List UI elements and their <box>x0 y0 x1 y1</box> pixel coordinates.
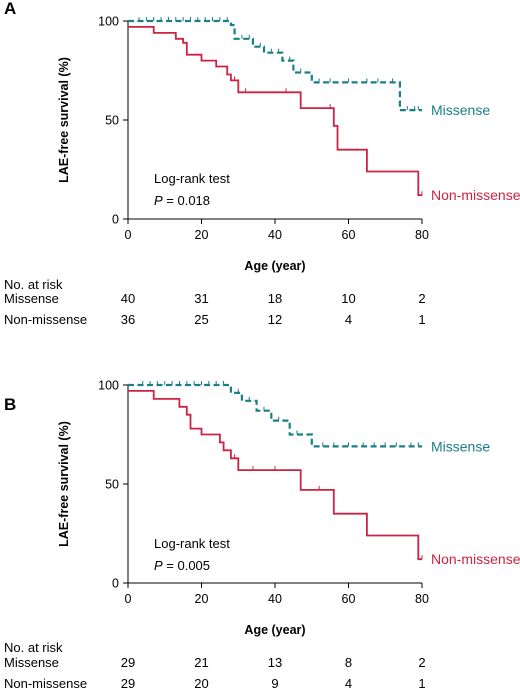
at-risk-value: 29 <box>121 676 135 691</box>
p-value: = 0.018 <box>163 193 210 208</box>
p-value-label: P = 0.018 <box>154 193 210 208</box>
at-risk-value: 2 <box>418 655 425 670</box>
y-tick-label: 100 <box>98 15 119 29</box>
at-risk-value: 8 <box>345 655 352 670</box>
at-risk-value: 10 <box>341 291 355 306</box>
p-value-label: P = 0.005 <box>154 558 210 573</box>
x-tick-label: 80 <box>415 228 429 242</box>
at-risk-value: 40 <box>121 291 135 306</box>
at-risk-value: 31 <box>194 291 208 306</box>
y-axis-label: LAE-free survival (%) <box>57 421 71 547</box>
p-value: = 0.005 <box>163 558 210 573</box>
at-risk-value: 36 <box>121 312 135 327</box>
series-label-non-missense: Non-missense <box>431 187 520 203</box>
at-risk-header: No. at risk <box>4 640 63 655</box>
x-tick-label: 40 <box>268 228 282 242</box>
at-risk-row-label: Missense <box>4 291 59 306</box>
at-risk-row-label: Missense <box>4 655 59 670</box>
series-line-non-missense <box>128 26 422 197</box>
at-risk-value: 1 <box>418 676 425 691</box>
at-risk-row-label: Non-missense <box>4 312 87 327</box>
chart-panel-b: B 0 50 100 0 20 40 60 80 LAE-free survival (%) Age… <box>4 379 520 692</box>
at-risk-value: 18 <box>268 291 282 306</box>
x-tick-label: 80 <box>415 592 429 606</box>
at-risk-value: 20 <box>194 676 208 691</box>
x-tick-label: 0 <box>125 228 132 242</box>
at-risk-value: 12 <box>268 312 282 327</box>
series-label-missense: Missense <box>431 438 490 454</box>
x-tick-label: 20 <box>195 592 209 606</box>
x-axis-label: Age (year) <box>244 623 305 637</box>
panel-letter: B <box>4 395 16 414</box>
x-axis-label: Age (year) <box>244 259 305 273</box>
at-risk-value: 25 <box>194 312 208 327</box>
at-risk-header: No. at risk <box>4 277 63 292</box>
series-line-non-missense <box>128 390 422 561</box>
logrank-test-label: Log-rank test <box>154 171 230 186</box>
x-tick-label: 0 <box>125 592 132 606</box>
x-tick-label: 40 <box>268 592 282 606</box>
p-symbol: P <box>154 558 163 573</box>
logrank-test-label: Log-rank test <box>154 536 230 551</box>
y-tick-label: 0 <box>112 577 119 591</box>
at-risk-value: 13 <box>268 655 282 670</box>
at-risk-value: 4 <box>345 676 352 691</box>
at-risk-value: 29 <box>121 655 135 670</box>
p-symbol: P <box>154 193 163 208</box>
y-tick-label: 50 <box>105 478 119 492</box>
series-line-missense <box>128 383 422 448</box>
at-risk-value: 1 <box>418 312 425 327</box>
y-tick-label: 50 <box>105 114 119 128</box>
series-line-missense <box>128 19 422 112</box>
x-tick-label: 60 <box>342 228 356 242</box>
y-axis-label: LAE-free survival (%) <box>57 57 71 183</box>
at-risk-value: 4 <box>345 312 352 327</box>
at-risk-value: 9 <box>271 676 278 691</box>
x-tick-label: 20 <box>195 228 209 242</box>
at-risk-value: 21 <box>194 655 208 670</box>
at-risk-value: 2 <box>418 291 425 306</box>
x-tick-label: 60 <box>342 592 356 606</box>
y-tick-label: 100 <box>98 379 119 393</box>
panel-letter: A <box>4 0 16 18</box>
chart-panel-a: A 0 50 100 0 20 40 60 80 LAE-free survival (%) Age… <box>4 0 520 327</box>
y-tick-label: 0 <box>112 213 119 227</box>
at-risk-row-label: Non-missense <box>4 676 87 691</box>
series-label-missense: Missense <box>431 102 490 118</box>
series-label-non-missense: Non-missense <box>431 551 520 567</box>
